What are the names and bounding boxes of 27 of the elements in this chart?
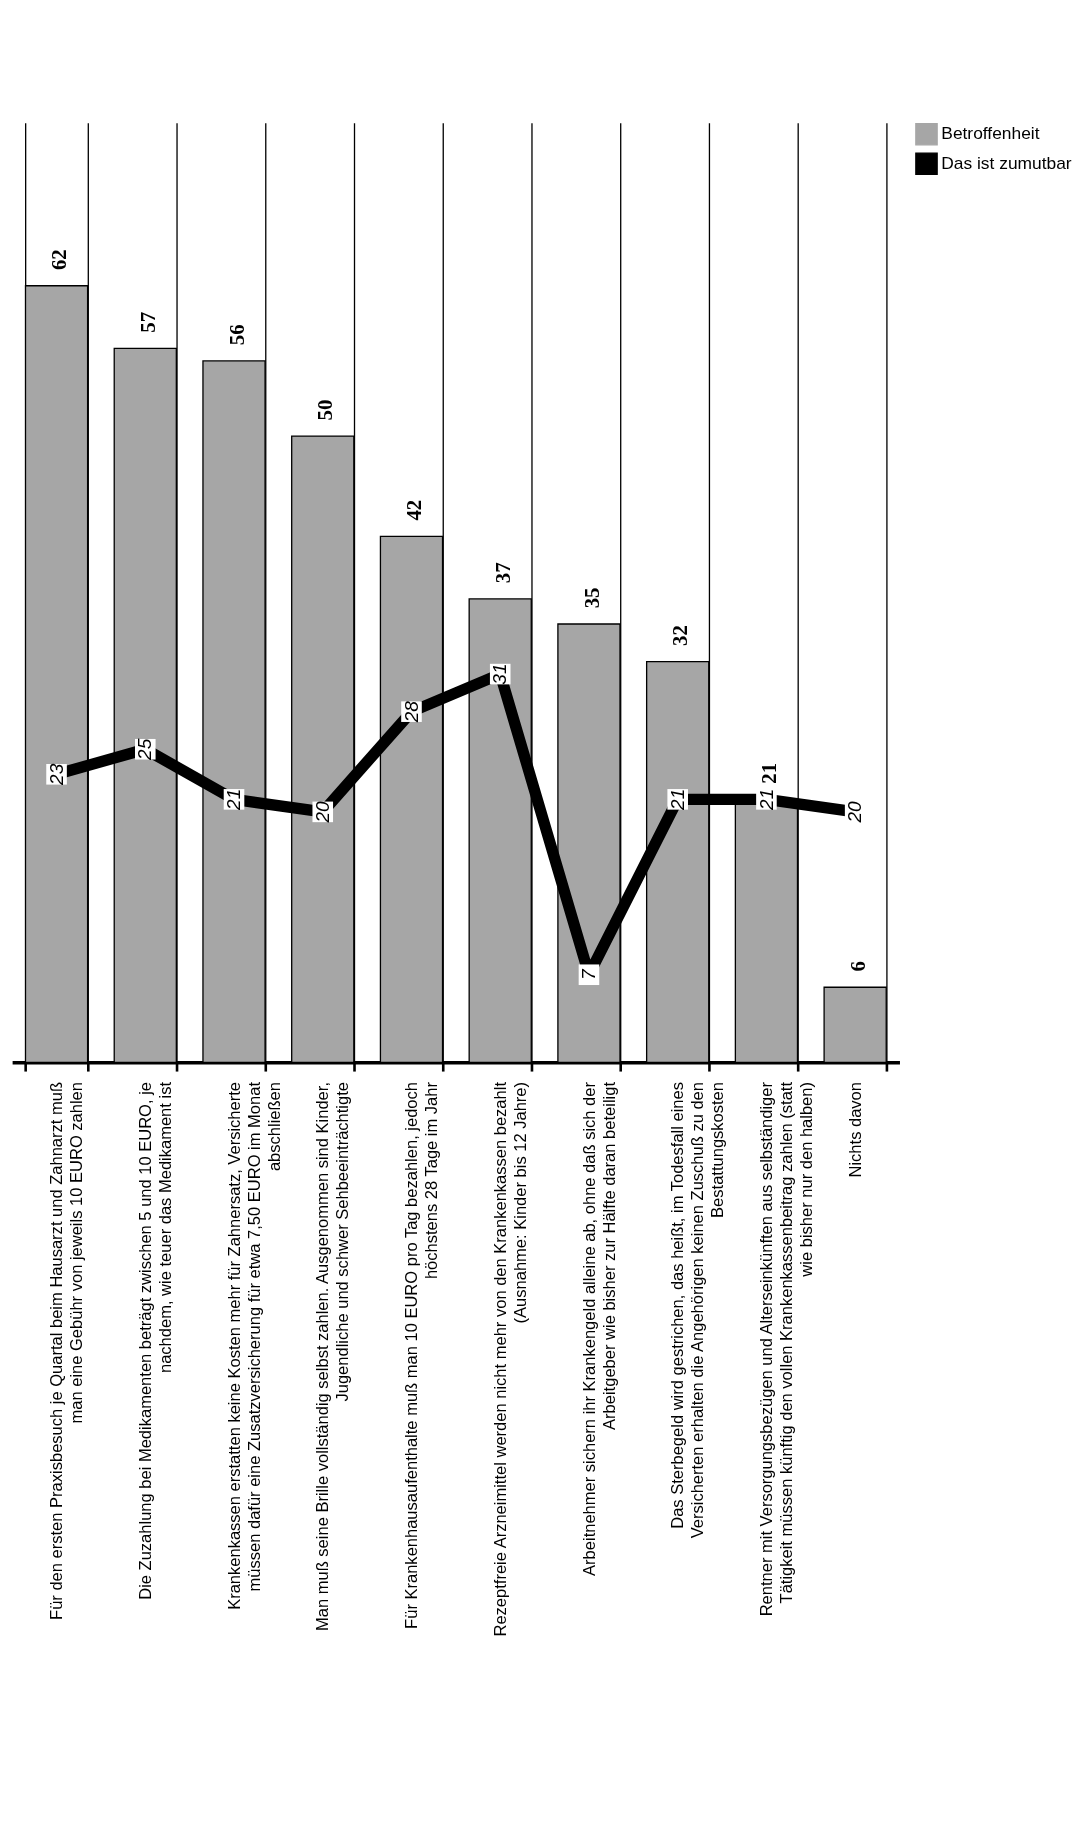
data-label: 57 bbox=[135, 311, 160, 333]
x-tick-label: Für den ersten Praxisbesuch je Quartal beim Hausarzt und Zahnarzt muß man eine Gebühr von jeweils 10 EURO zahlen bbox=[47, 1082, 87, 1620]
data-label: 21 bbox=[666, 788, 688, 811]
x-tick-label: Nichts davon bbox=[845, 1082, 865, 1178]
data-label: 32 bbox=[668, 625, 693, 646]
data-label: 62 bbox=[47, 249, 72, 271]
data-label: 25 bbox=[134, 738, 156, 761]
data-label: 21 bbox=[223, 788, 245, 811]
data-label: 56 bbox=[224, 324, 249, 346]
data-label: 6 bbox=[845, 961, 870, 972]
data-label: 20 bbox=[311, 800, 333, 824]
data-label: 21 bbox=[757, 762, 781, 784]
legend-label: Betroffenheit bbox=[941, 123, 1040, 144]
data-label: 50 bbox=[313, 399, 338, 421]
data-label: 21 bbox=[755, 788, 777, 811]
data-label: 23 bbox=[45, 763, 67, 786]
data-label: 7 bbox=[578, 968, 600, 981]
x-tick-label: Rezeptfreie Arzneimittel werden nicht mehr von den Krankenkassen bezahlt (Ausnahme: Kinder bis 12 Jahre) bbox=[490, 1081, 530, 1637]
data-label: 20 bbox=[844, 800, 866, 824]
x-tick-label: Das Sterbegeld wird gestrichen, das heißt, im Todesfall eines Versicherten erhalten die Angehörigen keinen Zuschuß zu den Bestattungskosten bbox=[668, 1082, 728, 1539]
data-label: 35 bbox=[579, 587, 604, 609]
data-label: 28 bbox=[400, 700, 422, 724]
data-label: 37 bbox=[490, 562, 515, 584]
data-label: 42 bbox=[402, 499, 427, 521]
x-tick-label: Rentner mit Versorgungsbezügen und Alterseinkünften aus selbständiger Tätigkeit müssen künftig den vollen Krankenkassenbeitrag zahlen (statt wie bisher nur den halben) bbox=[757, 1081, 817, 1617]
legend-label: Das ist zumutbar bbox=[941, 152, 1072, 173]
data-label: 31 bbox=[489, 663, 511, 685]
